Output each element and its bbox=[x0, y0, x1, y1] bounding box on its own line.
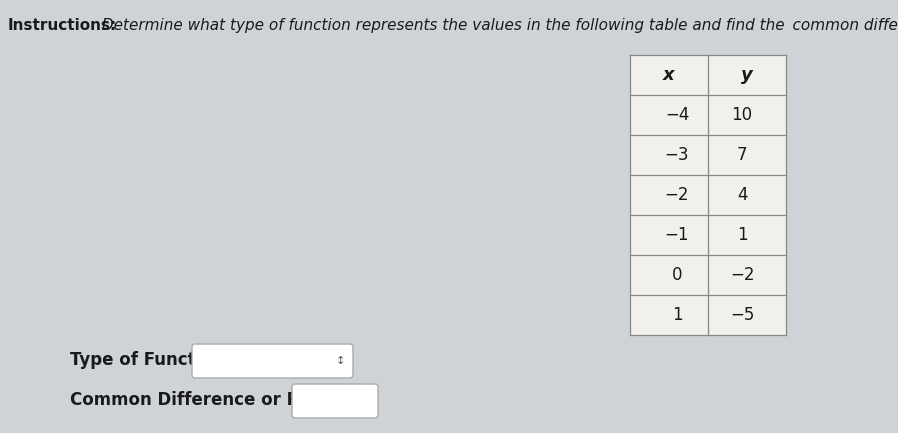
Text: −2: −2 bbox=[665, 186, 690, 204]
Text: 7: 7 bbox=[736, 146, 747, 164]
Text: Instructions:: Instructions: bbox=[8, 18, 118, 33]
Text: −1: −1 bbox=[665, 226, 690, 244]
Text: −2: −2 bbox=[730, 266, 754, 284]
Text: −3: −3 bbox=[665, 146, 690, 164]
FancyBboxPatch shape bbox=[192, 344, 353, 378]
Text: x: x bbox=[664, 66, 674, 84]
Text: Common Difference or Ratio:: Common Difference or Ratio: bbox=[70, 391, 342, 409]
Text: 4: 4 bbox=[736, 186, 747, 204]
Text: Type of Function:: Type of Function: bbox=[70, 351, 231, 369]
Text: y: y bbox=[741, 66, 753, 84]
Text: 1: 1 bbox=[736, 226, 747, 244]
Text: ↕: ↕ bbox=[335, 356, 345, 366]
Text: −4: −4 bbox=[665, 106, 689, 124]
Text: Determine what type of function represents the values in the following table and: Determine what type of function represen… bbox=[97, 18, 898, 33]
Text: −5: −5 bbox=[730, 306, 754, 324]
FancyBboxPatch shape bbox=[292, 384, 378, 418]
Text: 0: 0 bbox=[672, 266, 682, 284]
Bar bbox=[630, 55, 786, 335]
Text: 10: 10 bbox=[732, 106, 753, 124]
Text: 1: 1 bbox=[672, 306, 682, 324]
